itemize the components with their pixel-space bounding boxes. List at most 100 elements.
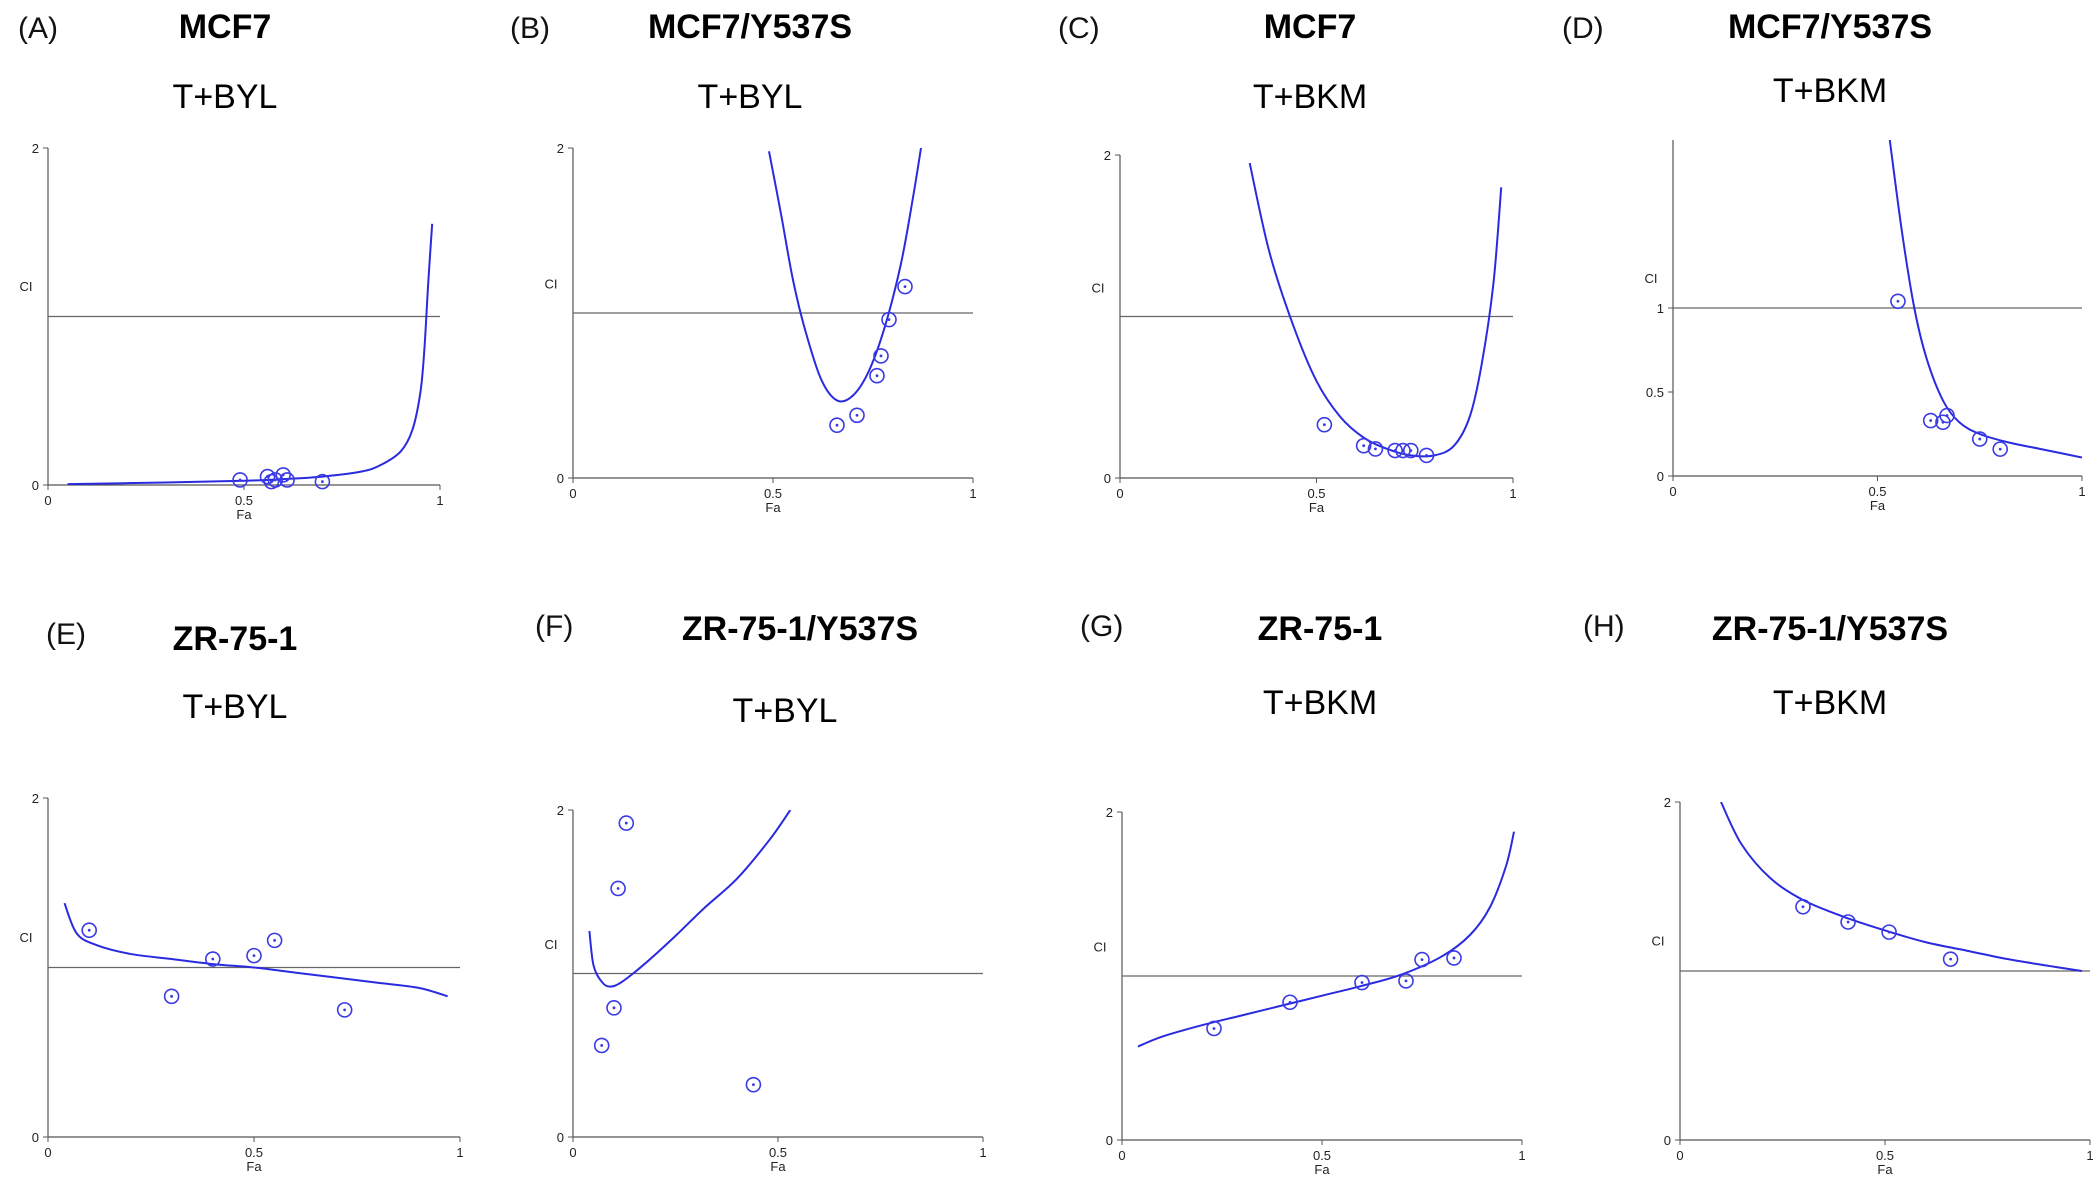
data-point [829,417,845,434]
y-tick-label: 2 [1106,805,1113,820]
data-point-center [1420,958,1424,961]
data-point [266,932,283,949]
y-tick-label: 0 [1657,469,1664,484]
data-point-center [238,478,242,482]
x-tick-label: 0 [44,1145,51,1160]
data-point-center [1322,423,1326,427]
x-tick-label: 0.5 [235,493,253,508]
data-point [1316,416,1333,433]
chart-panel-1: 0 0.5 1 0 2 Fa CI [545,141,977,515]
combination-subtitle: T+BKM [1252,78,1368,116]
data-point-center [1998,447,2002,451]
data-point [205,951,221,967]
data-point [1942,951,1959,967]
x-axis-label: Fa [1877,1162,1893,1177]
x-tick-label: 0.5 [1868,484,1886,499]
data-point [1418,447,1435,464]
data-point [81,922,97,939]
data-point [610,880,626,897]
fitted-ci-curve [1248,162,1503,458]
y-tick-label: 0 [1664,1133,1671,1148]
chart-panel-6: 0 0.5 1 0 2 Fa CI [1094,805,1526,1177]
data-point [1446,950,1462,966]
data-point [1939,407,1955,424]
y-axis-label: CI [545,937,558,952]
chart-panel-0: 0 0.5 1 0 2 Fa CI [20,141,444,522]
data-point [873,348,889,364]
data-point-center [1949,957,1952,961]
data-point-center [600,1044,604,1047]
panel-letter: (H) [1583,610,1625,643]
data-point-center [612,1006,616,1010]
combination-subtitle: T+BKM [1772,684,1888,722]
chart-panel-7: 0 0.5 1 0 2 Fa CI [1652,795,2094,1177]
cell-line-title: ZR-75-1/Y537S [1711,610,1949,648]
data-point-center [1887,930,1891,934]
data-point [259,468,276,485]
data-point [745,1076,762,1093]
y-axis-label: CI [20,930,33,945]
data-point-center [1425,453,1428,457]
data-point-center [879,354,883,358]
combination-subtitle: T+BYL [697,78,803,116]
data-point-center [1360,981,1364,984]
x-tick-label: 0.5 [1307,486,1325,501]
x-tick-label: 0 [1118,1148,1125,1163]
x-tick-label: 0.5 [1876,1148,1894,1163]
y-axis-label: CI [1652,934,1665,949]
data-point [1881,924,1897,940]
chart-panel-3: 0 0.5 1 0 0.5 1 Fa CI [1645,140,2086,513]
x-tick-label: 0 [569,1145,576,1160]
data-point [232,472,248,488]
data-point-center [170,994,174,998]
data-point-center [1846,920,1850,924]
x-tick-label: 0 [1669,484,1676,499]
data-point [1414,951,1430,968]
combination-subtitle: T+BYL [182,688,288,726]
cell-line-title: ZR-75-1 [172,620,298,658]
x-tick-label: 1 [1509,486,1516,501]
data-point-center [211,957,215,961]
data-point-center [875,374,879,378]
panel-letter: (E) [46,618,86,651]
panel-letter: (A) [18,12,58,45]
cell-line-title: MCF7 [1263,8,1357,46]
data-point-center [752,1083,755,1087]
cell-line-title: MCF7 [178,8,272,46]
data-point [1354,974,1370,991]
data-point [163,988,180,1005]
panel-letter: (F) [535,610,574,643]
y-axis-label: CI [1092,280,1105,295]
data-point-center [273,938,276,942]
data-point [1971,431,1988,447]
panel-letter: (G) [1080,610,1124,643]
fitted-ci-curve [1137,831,1515,1048]
data-point [897,278,913,295]
data-point [881,311,897,328]
combination-subtitle: T+BYL [732,692,838,730]
data-point [593,1037,610,1054]
x-tick-label: 1 [2078,484,2085,499]
y-tick-label: 0 [1104,471,1111,486]
data-point-center [1929,419,1933,422]
x-tick-label: 0 [1676,1148,1683,1163]
y-tick-label: 0 [32,478,39,493]
data-point [869,367,885,384]
data-point [336,1002,353,1018]
y-tick-label: 1 [1657,301,1664,316]
x-tick-label: 1 [456,1145,463,1160]
panel-letter: (C) [1058,12,1100,45]
y-tick-label: 0 [1106,1133,1113,1148]
x-axis-label: Fa [1870,498,1886,513]
panel-letter: (D) [1562,12,1604,45]
data-point [1992,441,2008,457]
y-tick-label: 2 [1104,148,1111,163]
data-point-center [273,478,277,482]
fitted-ci-curve [588,810,792,988]
data-point [1355,437,1372,454]
x-axis-label: Fa [236,507,252,522]
data-point [279,472,295,488]
data-point-center [903,285,907,288]
data-point [275,467,292,483]
